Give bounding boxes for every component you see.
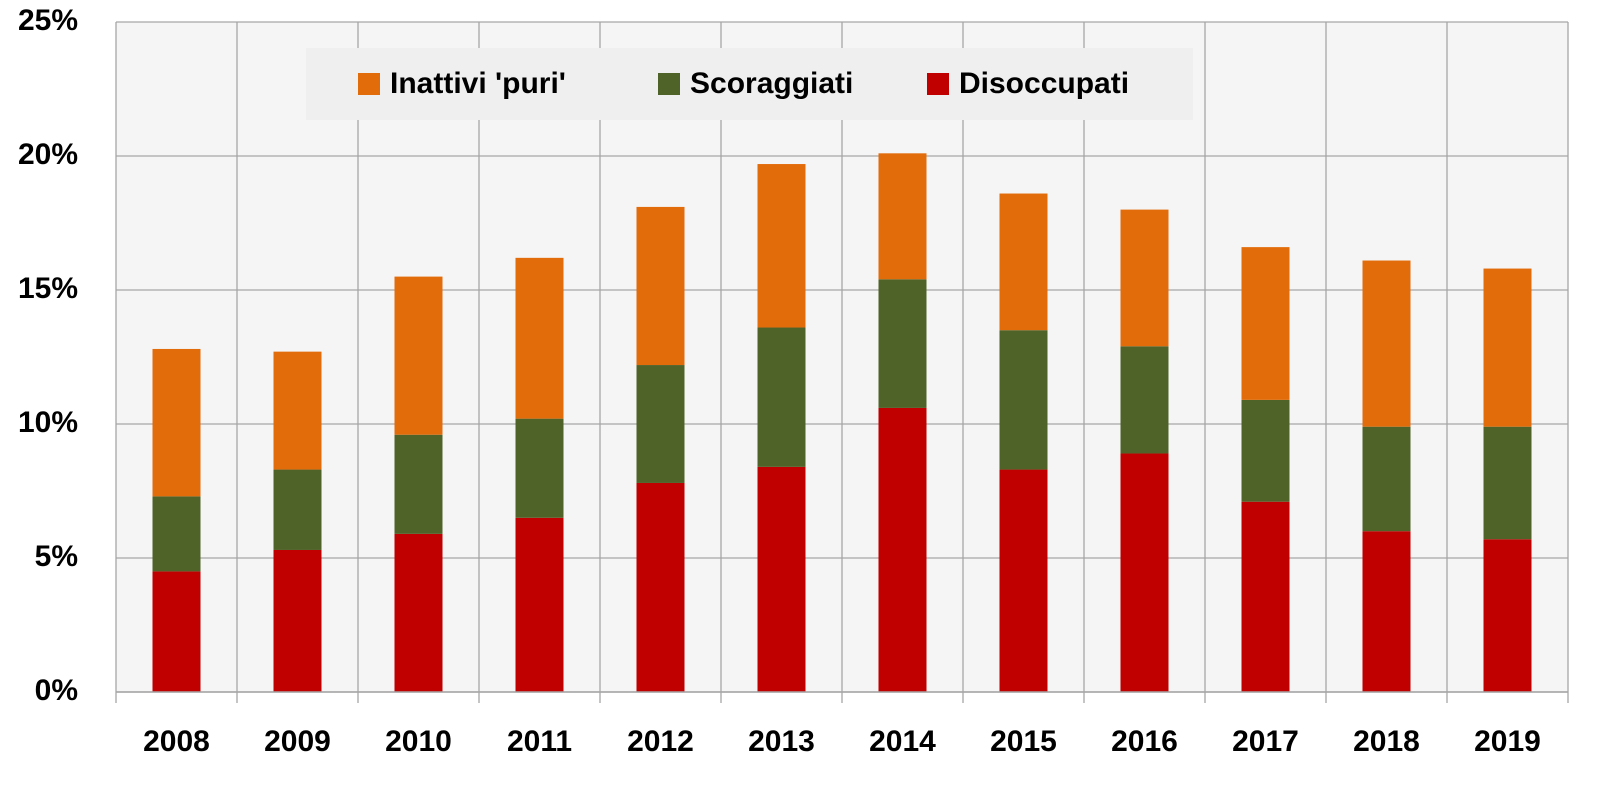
bar-segment: [394, 434, 443, 534]
bar-segment: [1483, 268, 1532, 427]
bar-segment: [999, 469, 1048, 692]
x-tick-label: 2010: [385, 725, 452, 758]
bar-segment: [515, 418, 564, 518]
bar-segment: [636, 482, 685, 692]
bar-segment: [1483, 426, 1532, 540]
bar-segment: [152, 571, 201, 692]
bar-segment: [273, 469, 322, 550]
bar-segment: [1120, 209, 1169, 347]
bar-segment: [1120, 453, 1169, 692]
bar-segment: [636, 206, 685, 366]
bar-segment: [757, 327, 806, 467]
x-tick-label: 2013: [748, 725, 815, 758]
bar-segment: [394, 533, 443, 692]
y-tick-label: 0%: [35, 674, 78, 707]
bar-segment: [1241, 501, 1290, 692]
bar-segment: [757, 466, 806, 692]
legend-swatch: [658, 73, 680, 95]
bar-segment: [515, 517, 564, 692]
legend-label: Disoccupati: [959, 67, 1129, 100]
bar-segment: [1241, 399, 1290, 502]
bar-segment: [878, 153, 927, 280]
bar-segment: [878, 279, 927, 408]
legend-label: Inattivi 'puri': [390, 67, 566, 100]
legend-label: Scoraggiati: [690, 67, 853, 100]
x-tick-label: 2008: [143, 725, 210, 758]
x-tick-label: 2016: [1111, 725, 1178, 758]
bar-segment: [394, 276, 443, 435]
bar-segment: [1483, 539, 1532, 692]
x-tick-label: 2011: [507, 725, 572, 758]
legend-swatch: [927, 73, 949, 95]
x-tick-label: 2017: [1232, 725, 1299, 758]
bar-segment: [1362, 531, 1411, 692]
x-tick-label: 2009: [264, 725, 331, 758]
bar-segment: [152, 496, 201, 572]
x-tick-label: 2015: [990, 725, 1057, 758]
bar-segment: [515, 257, 564, 419]
y-tick-label: 10%: [18, 406, 78, 439]
bar-segment: [999, 330, 1048, 470]
bar-segment: [1362, 260, 1411, 427]
bar-segment: [878, 407, 927, 692]
x-tick-label: 2012: [627, 725, 694, 758]
legend-box: [306, 48, 1193, 120]
bar-segment: [1241, 247, 1290, 400]
y-tick-label: 15%: [18, 272, 78, 305]
x-tick-label: 2018: [1353, 725, 1420, 758]
bar-segment: [636, 365, 685, 483]
bar-segment: [152, 348, 201, 497]
bar-segment: [273, 351, 322, 470]
y-tick-label: 25%: [18, 4, 78, 37]
bar-segment: [757, 164, 806, 328]
bar-segment: [999, 193, 1048, 331]
bar-segment: [1120, 346, 1169, 454]
y-tick-label: 5%: [35, 540, 78, 573]
bar-segment: [273, 549, 322, 692]
legend-swatch: [358, 73, 380, 95]
bar-segment: [1362, 426, 1411, 532]
x-tick-label: 2014: [869, 725, 936, 758]
x-tick-label: 2019: [1474, 725, 1541, 758]
y-tick-label: 20%: [18, 138, 78, 171]
